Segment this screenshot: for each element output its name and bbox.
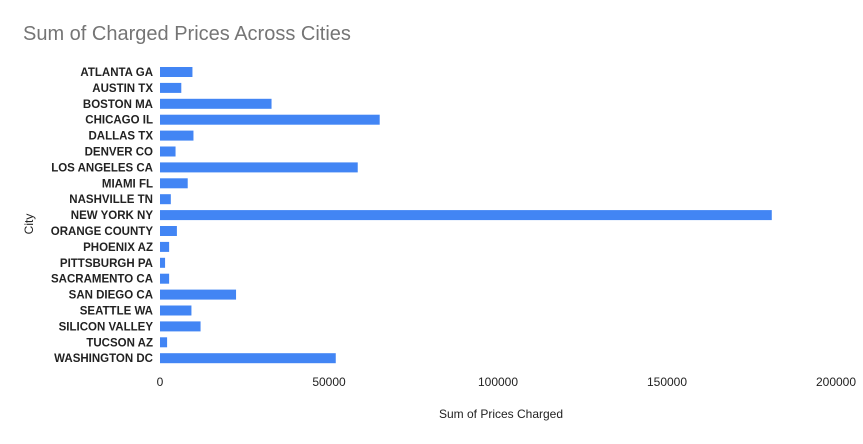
bar bbox=[160, 305, 192, 316]
category-label: AUSTIN TX bbox=[92, 83, 153, 95]
category-label: WASHINGTON DC bbox=[54, 353, 153, 365]
category-label: NEW YORK NY bbox=[71, 210, 154, 222]
bar bbox=[160, 257, 166, 268]
bar bbox=[160, 273, 170, 284]
x-tick-label: 100000 bbox=[478, 375, 518, 389]
category-label: SACRAMENTO CA bbox=[51, 274, 153, 286]
bar bbox=[160, 67, 193, 77]
bar bbox=[160, 178, 188, 189]
x-tick-label: 50000 bbox=[312, 375, 346, 389]
category-labels: ATLANTA GA AUSTIN TX BOSTON MA CHICAGO IL DA… bbox=[51, 67, 154, 365]
category-label: PHOENIX AZ bbox=[83, 242, 153, 254]
category-label: ORANGE COUNTY bbox=[51, 226, 154, 238]
x-tick-label: 150000 bbox=[647, 375, 687, 389]
category-label: SAN DIEGO CA bbox=[69, 290, 153, 302]
bar bbox=[160, 210, 772, 221]
category-label: DALLAS TX bbox=[88, 131, 153, 143]
category-label: PITTSBURGH PA bbox=[60, 258, 153, 270]
x-tick-label: 200000 bbox=[816, 375, 856, 389]
x-tick-label: 0 bbox=[157, 375, 164, 389]
x-axis-ticks: 0 50000 100000 150000 200000 bbox=[157, 375, 857, 389]
bar bbox=[160, 321, 201, 332]
chart-title: Sum of Charged Prices Across Cities bbox=[23, 23, 351, 45]
bar bbox=[160, 82, 182, 93]
category-label: CHICAGO IL bbox=[85, 115, 153, 127]
y-axis-title: City bbox=[22, 214, 36, 235]
bar bbox=[160, 146, 176, 157]
bar bbox=[160, 226, 177, 236]
bar bbox=[160, 289, 237, 300]
x-axis-title: Sum of Prices Charged bbox=[439, 407, 563, 421]
bar bbox=[160, 162, 358, 173]
category-label: DENVER CO bbox=[85, 147, 153, 159]
category-label: ATLANTA GA bbox=[80, 67, 153, 79]
bar bbox=[160, 130, 194, 141]
category-label: NASHVILLE TN bbox=[69, 194, 153, 206]
bar bbox=[160, 337, 168, 348]
category-label: MIAMI FL bbox=[102, 178, 153, 190]
category-label: TUCSON AZ bbox=[86, 337, 153, 349]
bar bbox=[160, 194, 171, 205]
bar bbox=[160, 114, 380, 125]
bars bbox=[160, 67, 772, 364]
bar bbox=[160, 353, 336, 364]
bar bbox=[160, 241, 170, 252]
category-label: SEATTLE WA bbox=[80, 306, 153, 318]
category-label: SILICON VALLEY bbox=[59, 321, 154, 333]
category-label: BOSTON MA bbox=[83, 99, 153, 111]
category-label: LOS ANGELES CA bbox=[51, 162, 153, 174]
bar bbox=[160, 98, 272, 109]
